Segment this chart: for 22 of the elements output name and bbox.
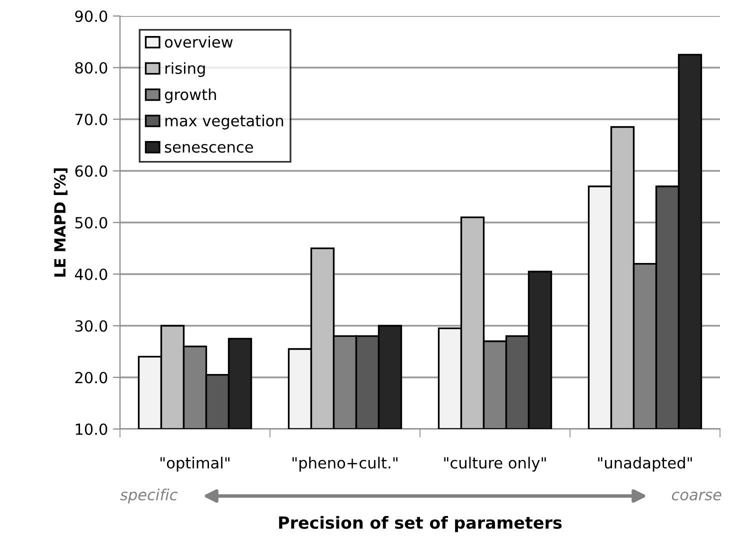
x-tick-label: "pheno+cult." [292, 456, 398, 472]
y-axis-title: LE MAPD [%] [54, 168, 68, 277]
y-tick-label: 80.0 [75, 62, 108, 74]
x-axis-title: Precision of set of parameters [279, 516, 562, 532]
legend-label: max vegetation [165, 114, 284, 130]
y-tick-label: 60.0 [75, 165, 108, 177]
y-tick-label: 50.0 [75, 216, 108, 229]
x-tick-label: "optimal" [160, 456, 230, 472]
text: specific [120, 488, 178, 504]
y-tick-label: 70.0 [75, 114, 108, 126]
x-tick-label: "culture only" [444, 456, 546, 472]
text: coarse [672, 492, 722, 500]
y-tick-label: 10.0 [76, 423, 108, 436]
y-tick-label: 20.0 [75, 372, 108, 384]
legend-label: overview [164, 36, 233, 48]
legend-label: rising [165, 62, 205, 77]
y-tick-label: 30.0 [75, 320, 108, 332]
legend-label: senescence [164, 144, 253, 153]
legend-label: growth [164, 88, 216, 104]
y-tick-label: 90.0 [75, 10, 108, 22]
y-tick-label: 40.0 [74, 268, 108, 280]
x-tick-label: "unadapted" [598, 456, 692, 472]
